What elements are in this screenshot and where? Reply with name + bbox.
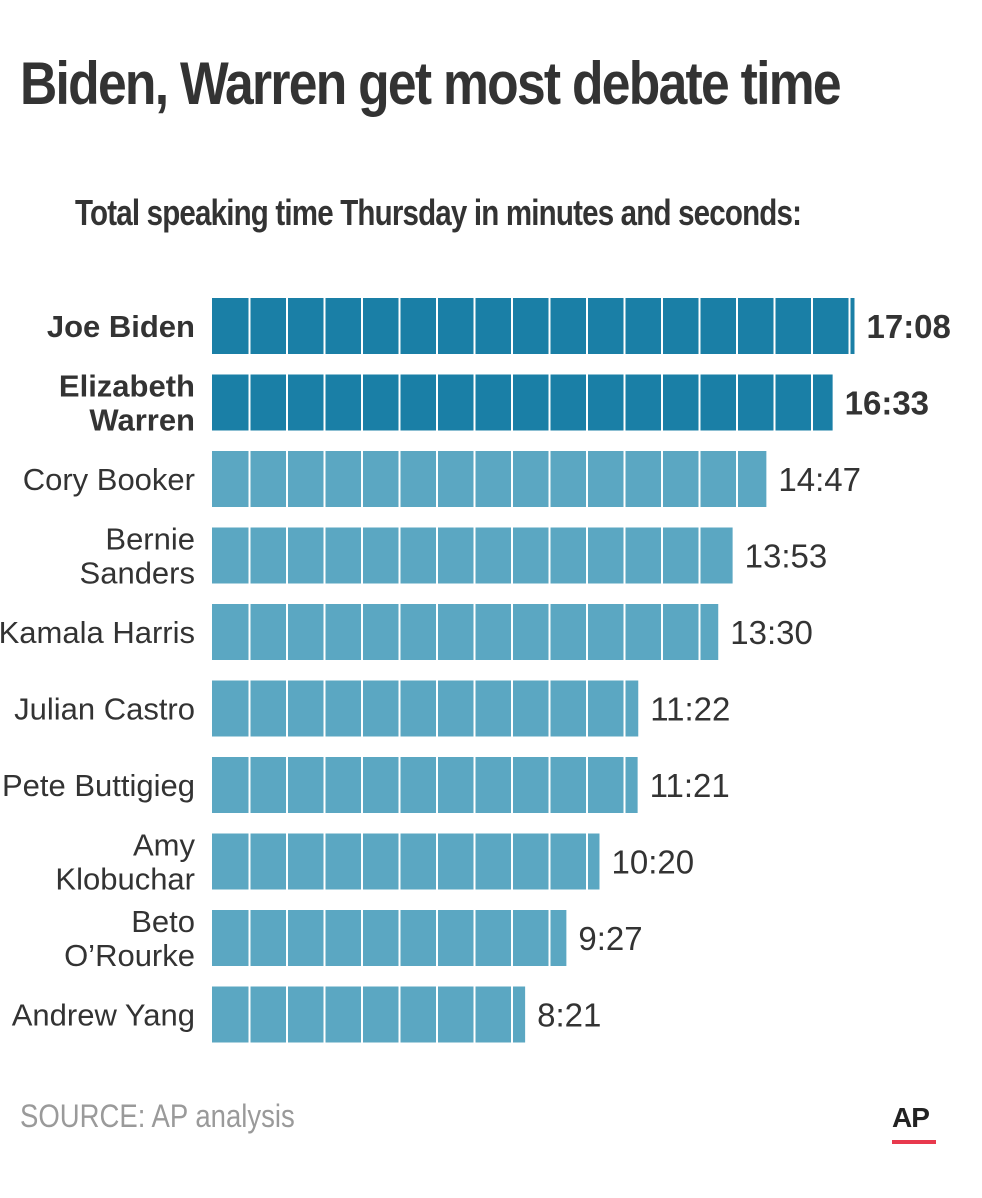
bar	[212, 298, 855, 354]
ap-logo: AP	[892, 1102, 930, 1133]
category-label-line: Julian Castro	[14, 692, 195, 727]
value-label: 16:33	[845, 385, 929, 422]
bar-group: Beto O’Rourke 9:27	[64, 904, 643, 973]
category-label: Andrew Yang	[12, 998, 195, 1033]
value-label: 8:21	[537, 997, 601, 1034]
category-label-line: Cory Booker	[23, 462, 195, 497]
bar	[212, 910, 567, 966]
category-label: Bernie Sanders	[80, 522, 195, 591]
bar-group: Bernie Sanders 13:53	[80, 522, 828, 591]
value-label: 14:47	[778, 461, 861, 498]
value-label: 11:22	[650, 691, 730, 728]
bar	[212, 451, 767, 507]
bar-group: Julian Castro 11:22	[14, 680, 730, 737]
chart-title: Biden, Warren get most debate time	[20, 50, 842, 117]
category-label-line: Elizabeth	[59, 369, 195, 404]
category-label-line: O’Rourke	[64, 938, 195, 973]
category-label-line: Klobuchar	[55, 862, 195, 897]
value-label: 9:27	[578, 920, 642, 957]
bar	[212, 986, 526, 1043]
bar	[212, 680, 639, 737]
category-label: Amy Klobuchar	[55, 828, 195, 897]
category-label-line: Bernie	[105, 522, 195, 557]
value-label: 10:20	[611, 844, 694, 881]
category-label-line: Joe Biden	[47, 309, 195, 344]
bar-chart: Joe Biden 17:08 Elizabeth Warren 16:33 Cory B…	[0, 298, 951, 1043]
category-label: Cory Booker	[23, 462, 195, 497]
value-label: 13:53	[745, 538, 828, 575]
bar	[212, 604, 719, 660]
bar-group: Joe Biden 17:08	[47, 298, 951, 354]
bar	[212, 757, 638, 813]
category-label-line: Kamala Harris	[0, 615, 195, 650]
bar-group: Amy Klobuchar 10:20	[55, 828, 694, 897]
bar-group: Andrew Yang 8:21	[12, 986, 601, 1043]
category-label-line: Andrew Yang	[12, 998, 195, 1033]
source-note: SOURCE: AP analysis	[20, 1098, 295, 1134]
category-label: Elizabeth Warren	[59, 369, 195, 438]
category-label-line: Pete Buttigieg	[2, 768, 195, 803]
ap-logo-underline	[892, 1140, 936, 1144]
bar	[212, 374, 833, 431]
category-label-line: Warren	[89, 403, 195, 438]
category-label: Pete Buttigieg	[2, 768, 195, 803]
bar-group: Cory Booker 14:47	[23, 451, 861, 507]
category-label: Julian Castro	[14, 692, 195, 727]
category-label: Joe Biden	[47, 309, 195, 344]
category-label: Beto O’Rourke	[64, 904, 195, 973]
category-label-line: Beto	[131, 904, 195, 939]
category-label: Kamala Harris	[0, 615, 195, 650]
bar-group: Pete Buttigieg 11:21	[2, 757, 730, 813]
bar	[212, 527, 733, 584]
category-label-line: Sanders	[80, 556, 195, 591]
bar-group: Kamala Harris 13:30	[0, 604, 813, 660]
value-label: 17:08	[866, 308, 950, 345]
category-label-line: Amy	[133, 828, 196, 863]
chart-subtitle: Total speaking time Thursday in minutes …	[75, 192, 802, 233]
bar	[212, 833, 600, 890]
value-label: 13:30	[730, 614, 813, 651]
bar-group: Elizabeth Warren 16:33	[59, 369, 929, 438]
value-label: 11:21	[650, 767, 730, 804]
